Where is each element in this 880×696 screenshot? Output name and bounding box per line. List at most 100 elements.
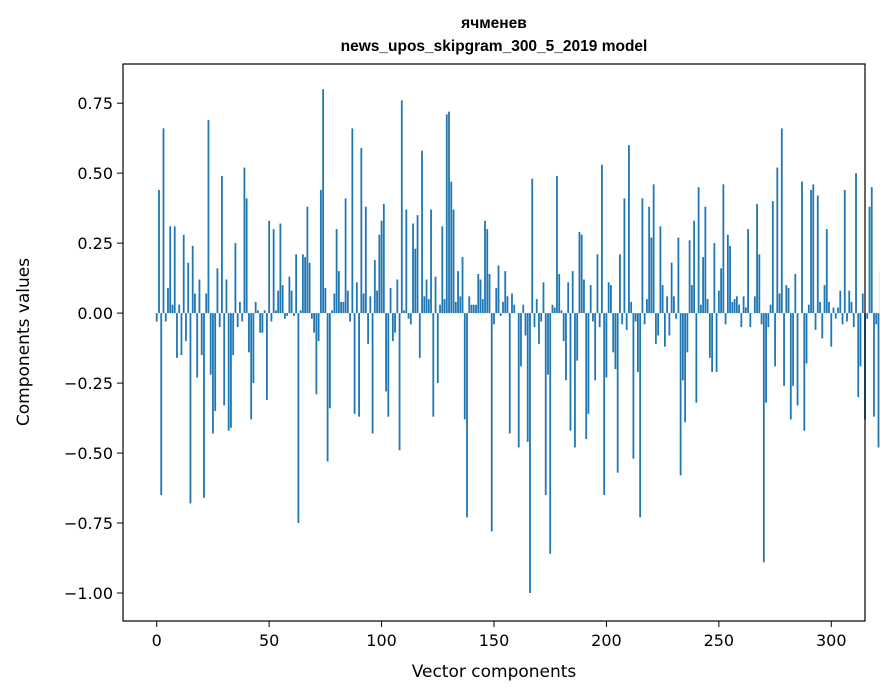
bar-170 <box>538 313 540 344</box>
bar-230 <box>672 296 675 314</box>
bar-11 <box>180 313 183 356</box>
bar-61 <box>292 313 295 316</box>
bar-58 <box>286 313 289 316</box>
bar-16 <box>191 245 194 314</box>
x-tick-label: 300 <box>816 631 847 650</box>
chart-title-line1: ячменев <box>461 15 527 32</box>
bar-13 <box>185 313 187 342</box>
bar-205 <box>616 313 619 473</box>
bar-186 <box>574 313 576 448</box>
bar-8 <box>173 226 176 314</box>
bar-201 <box>607 282 610 314</box>
bar-278 <box>780 128 783 314</box>
bar-164 <box>524 313 527 336</box>
bar-171 <box>540 313 543 322</box>
bar-53 <box>275 310 277 314</box>
bar-106 <box>394 313 396 333</box>
bar-256 <box>731 301 734 314</box>
bar-134 <box>457 271 459 314</box>
bar-18 <box>196 313 199 378</box>
bar-219 <box>648 206 651 314</box>
bar-178 <box>556 175 558 314</box>
bar-50 <box>268 220 271 314</box>
chart-title-line2: news_upos_skipgram_300_5_2019 model <box>341 38 648 55</box>
bar-77 <box>328 313 331 409</box>
bar-245 <box>706 299 709 314</box>
bar-263 <box>747 229 749 314</box>
bar-217 <box>643 313 646 325</box>
bar-320 <box>875 313 878 325</box>
bar-67 <box>306 206 309 314</box>
bar-86 <box>349 313 351 322</box>
bar-314 <box>861 293 864 314</box>
bar-146 <box>484 220 486 314</box>
bar-158 <box>511 293 513 314</box>
x-tick-label: 50 <box>259 631 279 650</box>
bar-255 <box>729 245 731 314</box>
bar-34 <box>232 313 235 356</box>
bar-187 <box>576 313 579 361</box>
bar-151 <box>495 287 498 314</box>
bar-297 <box>823 285 826 314</box>
bar-118 <box>421 150 423 314</box>
bar-78 <box>331 310 334 314</box>
bar-228 <box>668 313 671 336</box>
bar-116 <box>416 215 419 314</box>
bar-130 <box>448 111 450 314</box>
bar-90 <box>358 313 360 417</box>
bar-190 <box>583 279 585 314</box>
bar-40 <box>245 198 248 314</box>
bar-87 <box>351 128 354 314</box>
bar-284 <box>794 273 797 314</box>
bar-303 <box>837 307 839 314</box>
bar-76 <box>326 313 329 462</box>
bar-113 <box>409 313 412 325</box>
bar-4 <box>164 313 167 322</box>
bar-135 <box>459 296 462 314</box>
bar-250 <box>717 290 720 314</box>
bar-62 <box>295 254 298 314</box>
bar-111 <box>405 209 408 314</box>
bar-145 <box>481 299 484 314</box>
bar-59 <box>288 276 291 314</box>
bar-289 <box>805 313 808 364</box>
bar-225 <box>661 285 664 314</box>
bar-309 <box>850 301 853 314</box>
x-tick-label: 0 <box>152 631 162 650</box>
bar-238 <box>690 285 693 314</box>
bar-227 <box>666 296 669 314</box>
bar-307 <box>846 313 848 322</box>
bar-264 <box>749 313 752 328</box>
bar-253 <box>724 313 727 325</box>
bar-298 <box>825 229 828 314</box>
bar-302 <box>834 313 837 319</box>
bar-46 <box>259 313 262 333</box>
bar-89 <box>355 282 358 314</box>
bar-57 <box>283 313 286 319</box>
bar-23 <box>207 119 210 314</box>
bar-299 <box>828 301 830 314</box>
bar-305 <box>841 313 844 325</box>
bar-280 <box>785 285 788 314</box>
bar-290 <box>807 304 810 314</box>
bar-174 <box>547 313 549 375</box>
bar-70 <box>313 313 316 333</box>
bar-293 <box>814 313 817 330</box>
bar-157 <box>508 313 511 434</box>
bar-7 <box>171 304 174 314</box>
bar-287 <box>801 181 803 314</box>
bar-153 <box>499 313 502 316</box>
bar-168 <box>533 313 536 328</box>
bar-176 <box>551 304 554 314</box>
bar-235 <box>684 313 687 423</box>
bar-26 <box>214 313 217 412</box>
bar-210 <box>628 145 630 314</box>
bar-181 <box>562 313 565 342</box>
bar-24 <box>209 313 212 375</box>
bar-234 <box>681 313 684 381</box>
bar-232 <box>677 237 680 314</box>
bar-49 <box>266 313 268 400</box>
bar-21 <box>203 313 205 498</box>
bar-249 <box>715 313 718 372</box>
